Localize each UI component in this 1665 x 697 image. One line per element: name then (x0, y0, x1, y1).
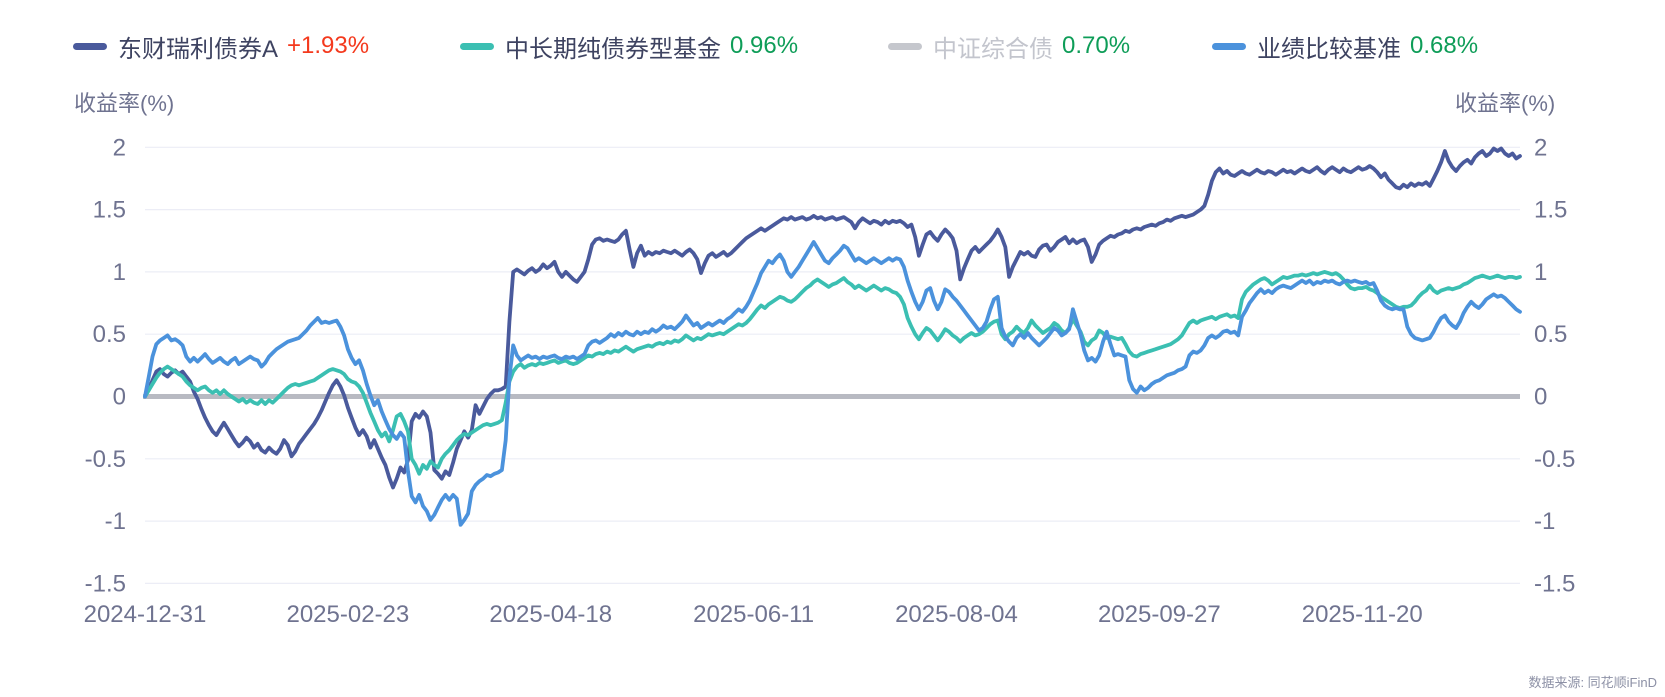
fund-a-color-swatch (73, 42, 107, 50)
x-tick-2025-08-04: 2025-08-04 (895, 601, 1018, 628)
category-avg-color-swatch (460, 42, 494, 50)
y-tick-right-1: 1 (1534, 259, 1547, 286)
y-tick-left-2: 2 (113, 134, 126, 161)
y-tick-left--0.5: -0.5 (85, 446, 126, 473)
legend-item-category-avg[interactable]: 中长期纯债券型基金 0.96% (460, 31, 799, 63)
legend-item-benchmark[interactable]: 业绩比较基准 0.68% (1212, 31, 1479, 63)
y-tick-left-0.5: 0.5 (93, 321, 126, 348)
legend-value: 0.68% (1410, 32, 1479, 59)
legend-label: 业绩比较基准 (1257, 35, 1401, 63)
series-line-东财瑞利债券A (143, 146, 1522, 490)
legend-label: 东财瑞利债券A (118, 35, 279, 63)
y-tick-right-0: 0 (1534, 384, 1547, 411)
y-axis-tick-labels: 2 2 1.5 1.5 1 1 0.5 0.5 0 0 -0.5 -0.5 -1 -1 -1.5 -1.5 (85, 134, 1576, 597)
y-tick-right-1.5: 1.5 (1534, 197, 1567, 224)
y-axis-title-right: 收益率(%) (1455, 91, 1556, 116)
y-axis-title-left: 收益率(%) (74, 91, 175, 116)
x-tick-2024-12-31: 2024-12-31 (84, 601, 207, 628)
y-tick-right-2: 2 (1534, 134, 1547, 161)
legend-label: 中证综合债 (933, 35, 1053, 63)
legend-value: 0.96% (730, 32, 799, 59)
series-line-中长期纯债券型基金 (143, 270, 1522, 476)
y-tick-right-0.5: 0.5 (1534, 321, 1567, 348)
legend-label: 中长期纯债券型基金 (505, 35, 721, 63)
y-tick-right--1: -1 (1534, 508, 1555, 535)
y-tick-left-1.5: 1.5 (93, 197, 126, 224)
y-tick-left--1: -1 (105, 508, 126, 535)
x-tick-2025-06-11: 2025-06-11 (693, 601, 814, 628)
legend-item-fund-a[interactable]: 东财瑞利债券A +1.93% (73, 31, 370, 63)
legend-value: +1.93% (287, 32, 370, 59)
y-tick-left-1: 1 (113, 259, 126, 286)
legend-value: 0.70% (1062, 32, 1131, 59)
x-axis-tick-labels: 2024-12-31 2025-02-23 2025-04-18 2025-06-11… (84, 601, 1423, 628)
x-tick-2025-11-20: 2025-11-20 (1302, 601, 1423, 628)
x-tick-2025-02-23: 2025-02-23 (286, 601, 409, 628)
y-tick-right--0.5: -0.5 (1534, 446, 1575, 473)
y-tick-left--1.5: -1.5 (85, 570, 126, 597)
csi-bond-index-color-swatch (888, 42, 922, 50)
y-tick-left-0: 0 (113, 384, 126, 411)
series-lines (143, 146, 1522, 527)
legend-item-csi-bond-index-deselected[interactable]: 中证综合债 0.70% (888, 31, 1131, 63)
series-line-业绩比较基准 (143, 240, 1522, 527)
benchmark-color-swatch (1212, 42, 1246, 50)
x-tick-2025-09-27: 2025-09-27 (1098, 601, 1221, 628)
x-tick-2025-04-18: 2025-04-18 (489, 601, 612, 628)
data-source-note: 数据来源: 同花顺iFinD (1528, 675, 1657, 690)
y-tick-right--1.5: -1.5 (1534, 570, 1575, 597)
gridlines (143, 146, 1520, 585)
